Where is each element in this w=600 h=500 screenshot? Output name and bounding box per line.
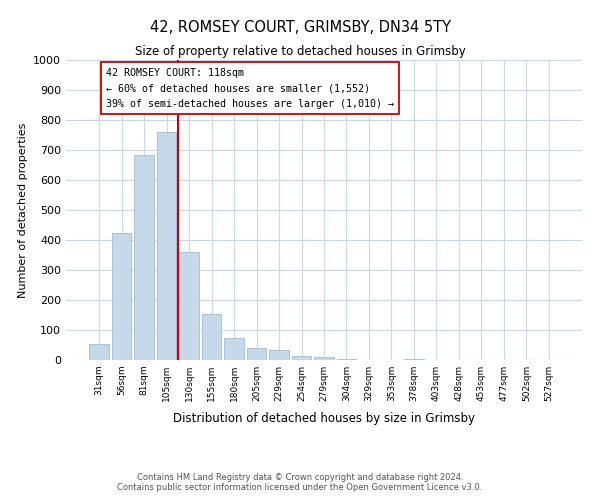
Bar (134, 154, 154, 360)
Bar (89, 344, 109, 360)
Text: Size of property relative to detached houses in Grimsby: Size of property relative to detached ho… (134, 45, 466, 58)
Text: Contains HM Land Registry data © Crown copyright and database right 2024.
Contai: Contains HM Land Registry data © Crown c… (118, 473, 482, 492)
X-axis label: Distribution of detached houses by size in Grimsby: Distribution of detached houses by size … (173, 412, 475, 426)
Bar (224, 338, 244, 360)
Bar (314, 357, 334, 360)
Text: 42 ROMSEY COURT: 118sqm
← 60% of detached houses are smaller (1,552)
39% of semi: 42 ROMSEY COURT: 118sqm ← 60% of detache… (106, 68, 394, 108)
Text: 42, ROMSEY COURT, GRIMSBY, DN34 5TY: 42, ROMSEY COURT, GRIMSBY, DN34 5TY (149, 20, 451, 35)
Bar (404, 358, 424, 360)
Bar (292, 356, 311, 360)
Bar (157, 132, 176, 360)
Bar (202, 314, 221, 360)
Y-axis label: Number of detached properties: Number of detached properties (17, 122, 28, 298)
Bar (247, 348, 266, 360)
Bar (269, 350, 289, 360)
Bar (337, 358, 356, 360)
Bar (179, 252, 199, 360)
Bar (112, 232, 131, 360)
